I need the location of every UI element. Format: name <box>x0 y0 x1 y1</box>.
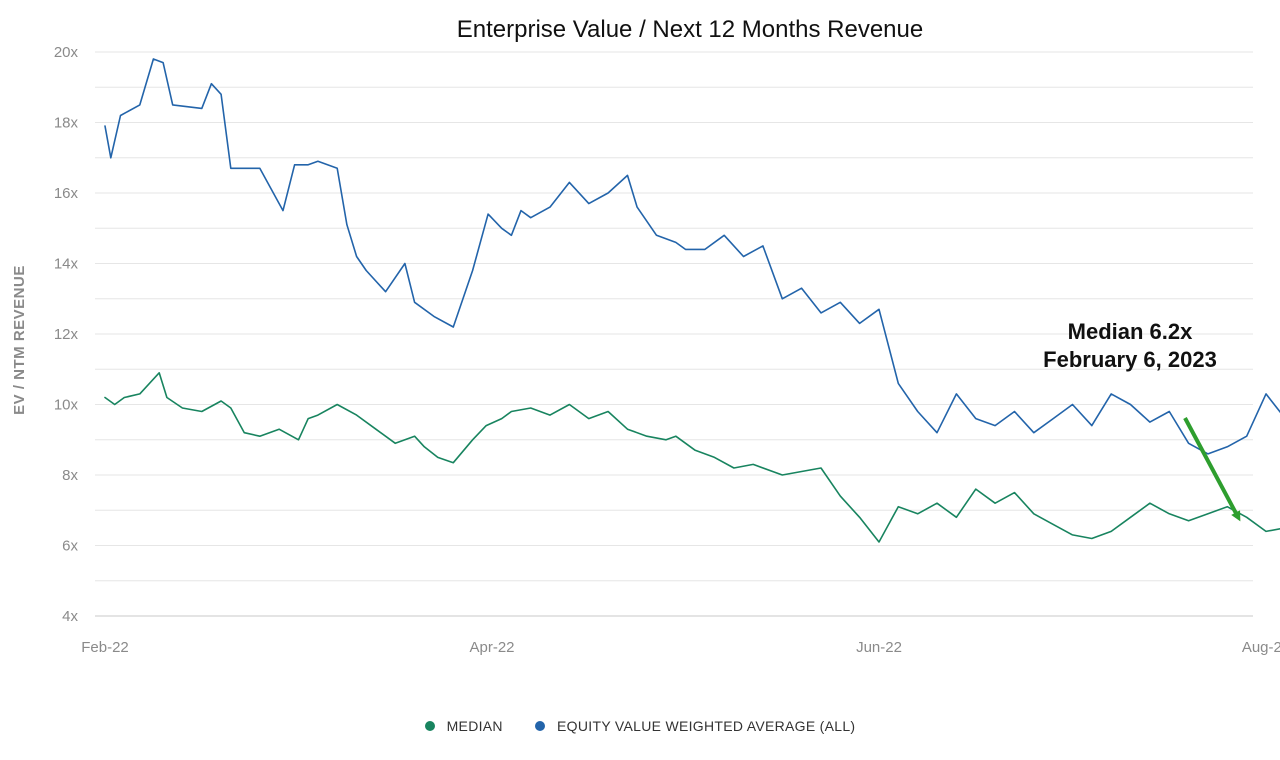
legend-dot-median <box>424 721 435 731</box>
x-tick-label: Aug-22 <box>1242 639 1280 656</box>
series-line-weighted-average <box>104 58 1280 455</box>
y-tick-label: 14x <box>54 256 79 273</box>
legend-item-median[interactable]: MEDIAN <box>424 718 503 734</box>
chart-title: Enterprise Value / Next 12 Months Revenu… <box>457 16 923 43</box>
legend-label-weighted-average: EQUITY VALUE WEIGHTED AVERAGE (ALL) <box>557 718 856 734</box>
y-tick-label: 10x <box>54 397 79 414</box>
annotation-date: February 6, 2023 <box>1043 347 1217 372</box>
annotation-arrow <box>1183 417 1241 522</box>
x-tick-label: Jun-22 <box>856 639 902 656</box>
x-tick-label: Apr-22 <box>469 639 514 656</box>
y-tick-label: 8x <box>62 467 78 484</box>
legend-item-weighted-average[interactable]: EQUITY VALUE WEIGHTED AVERAGE (ALL) <box>535 718 855 734</box>
grid-lines <box>95 51 1253 617</box>
y-tick-label: 4x <box>62 608 78 625</box>
chart-legend: MEDIAN EQUITY VALUE WEIGHTED AVERAGE (AL… <box>0 718 1280 734</box>
y-axis-label: EV / NTM REVENUE <box>11 265 28 415</box>
chart-canvas: 4x 6x 8x 10x 12x 14x 16x 18x 20x Feb-22 Apr-22 Jun-… <box>11 16 1280 656</box>
y-tick-label: 12x <box>54 326 79 343</box>
annotation-median-value: Median 6.2x <box>1068 319 1193 344</box>
y-tick-label: 18x <box>54 115 79 132</box>
legend-dot-weighted-average <box>535 721 546 731</box>
y-tick-label: 6x <box>62 538 78 555</box>
y-tick-label: 16x <box>54 185 79 202</box>
axes: 4x 6x 8x 10x 12x 14x 16x 18x 20x Feb-22 Apr-22 Jun-… <box>54 44 1280 656</box>
y-tick-label: 20x <box>54 44 79 61</box>
x-tick-label: Feb-22 <box>81 639 129 656</box>
legend-label-median: MEDIAN <box>446 718 503 734</box>
